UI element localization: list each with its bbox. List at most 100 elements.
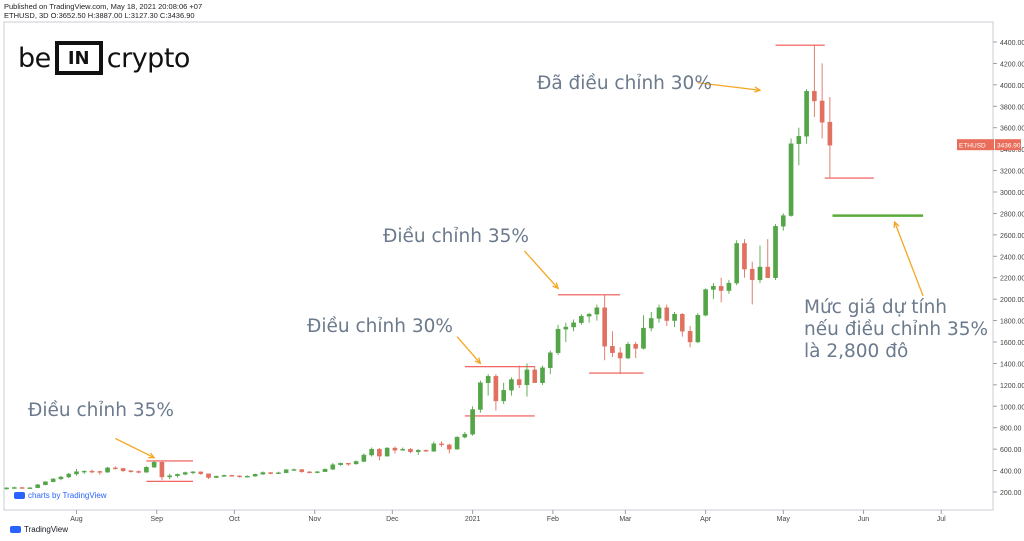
candle-body	[617, 352, 623, 359]
plot-frame	[3, 21, 994, 511]
annotation-correction-3: Điều chỉnh 35%	[383, 226, 529, 247]
candle-body	[291, 469, 297, 471]
candle-body	[81, 470, 87, 473]
candle-body	[672, 313, 677, 321]
candle-body	[462, 433, 468, 438]
candle-body	[346, 463, 351, 465]
candle-body	[470, 409, 475, 435]
annotation-target: Mức giá dự tính nếu điều chỉnh 35% là 2,…	[804, 297, 988, 363]
candle-body	[547, 352, 553, 368]
candle-body	[353, 461, 359, 465]
candle-body	[35, 484, 40, 488]
x-tick-label: Apr	[700, 516, 712, 523]
candle-body	[633, 343, 639, 349]
candle-body	[369, 448, 374, 456]
x-tick-label: Dec	[386, 516, 399, 523]
beincrypto-logo: be IN crypto	[18, 38, 190, 78]
candle-body	[89, 470, 95, 473]
candle-body	[338, 463, 343, 465]
annotation-arrow	[894, 221, 924, 297]
candle-body	[812, 91, 817, 102]
candle-body	[322, 469, 328, 472]
candle-body	[664, 307, 670, 321]
logo-text-left: be	[18, 42, 51, 74]
y-tick-label: 2600.00	[1000, 233, 1024, 240]
candle-body	[579, 316, 584, 323]
x-tick-label: Sep	[151, 516, 164, 523]
candle-body	[252, 474, 258, 477]
candle-body	[190, 471, 196, 474]
annotation-arrow	[456, 336, 481, 364]
arrow-head	[148, 452, 156, 459]
charts-by-tradingview-link[interactable]: charts by TradingView	[14, 491, 107, 500]
candle-body	[74, 471, 79, 475]
candle-body	[245, 475, 250, 478]
axes: 200.00 400.00 600.00 800.00 1000.00 1200.00 14…	[3, 21, 1024, 523]
candle-body	[120, 468, 126, 471]
y-tick-label: 400.00	[1000, 469, 1022, 476]
candle-body	[408, 448, 413, 453]
candle-body	[400, 448, 406, 451]
candle-body	[276, 472, 281, 474]
candle-body	[260, 472, 266, 475]
candle-body	[555, 328, 561, 353]
tradingview-brand[interactable]: TradingView	[10, 525, 68, 534]
candle-body	[43, 481, 48, 485]
logo-box: IN	[54, 41, 103, 75]
candle-body	[780, 215, 786, 227]
candle-body	[532, 369, 538, 383]
x-tick-label: Mar	[619, 516, 632, 523]
x-tick-label: 2021	[465, 516, 481, 523]
annotation-correction-1: Điều chỉnh 35%	[28, 400, 174, 421]
candle-body	[299, 469, 305, 473]
candle-body	[703, 289, 708, 316]
candle-body	[392, 447, 398, 451]
y-tick-label: 800.00	[1000, 426, 1022, 433]
x-tick-label: May	[777, 516, 791, 523]
x-tick-label: Jul	[937, 516, 946, 523]
y-tick-label: 4200.00	[1000, 61, 1024, 68]
x-tick-label: Jun	[858, 516, 869, 523]
candle-body	[602, 307, 607, 347]
candle-body	[144, 466, 149, 473]
price-tag-symbol	[957, 139, 994, 151]
y-tick-label: 2000.00	[1000, 297, 1024, 304]
logo-text-right: crypto	[106, 42, 191, 74]
y-tick-label: 200.00	[1000, 490, 1022, 497]
y-tick-label: 2800.00	[1000, 211, 1024, 218]
y-tick-label: 3400.00	[1000, 147, 1024, 154]
candle-body	[377, 448, 382, 457]
candle-body	[283, 469, 289, 473]
arrow-head	[474, 357, 482, 365]
candle-body	[788, 143, 794, 216]
price-tag-value-label: 3436.90	[997, 143, 1021, 150]
candle-body	[415, 450, 421, 453]
candle-body	[384, 447, 390, 457]
candle-body	[765, 266, 771, 278]
candle-body	[66, 473, 72, 478]
candles	[4, 45, 833, 490]
annotation-correction-2: Điều chỉnh 30%	[307, 316, 453, 337]
candle-body	[680, 313, 685, 332]
candle-body	[97, 471, 103, 473]
logo-box-text: IN	[67, 48, 90, 69]
tradingview-brand-label: TradingView	[24, 525, 69, 534]
candle-body	[19, 487, 25, 489]
candle-body	[439, 443, 444, 446]
arrow-head	[552, 282, 560, 290]
candle-body	[742, 243, 747, 270]
published-info: Published on TradingView.com, May 18, 20…	[4, 2, 203, 11]
candle-body	[58, 476, 64, 480]
annotation-target-line1: Mức giá dự tính	[804, 297, 948, 318]
candle-body	[516, 379, 522, 386]
candle-body	[213, 475, 219, 478]
y-tick-label: 3000.00	[1000, 190, 1024, 197]
y-tick-label: 4000.00	[1000, 83, 1024, 90]
candle-body	[423, 450, 429, 452]
tradingview-icon	[14, 492, 25, 499]
candle-body	[151, 462, 157, 468]
candle-body	[586, 313, 592, 317]
tradingview-logo-icon	[10, 526, 21, 533]
candle-body	[656, 307, 662, 319]
